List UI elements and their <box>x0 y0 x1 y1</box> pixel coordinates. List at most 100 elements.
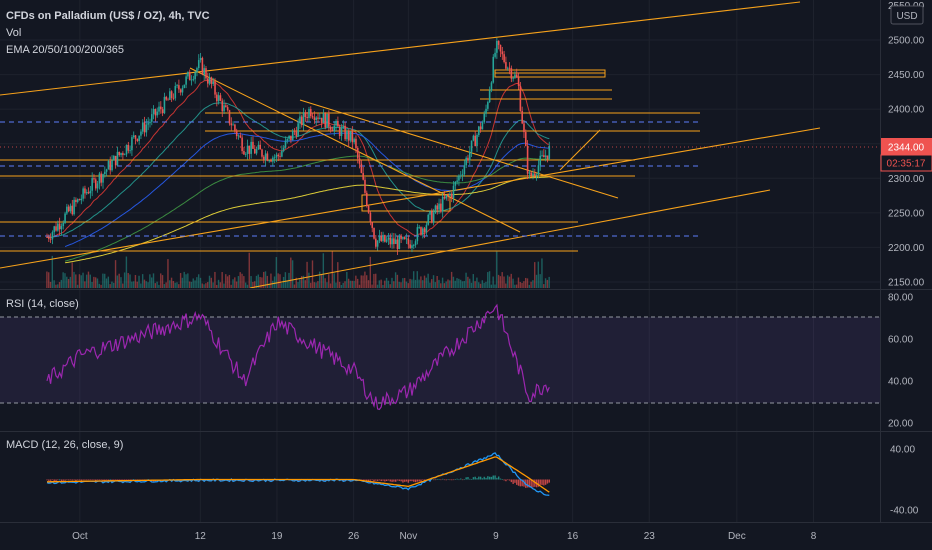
volume-bar <box>100 284 102 288</box>
rsi-legend[interactable]: RSI (14, close) <box>6 298 79 310</box>
macd-histogram-bar <box>64 479 66 481</box>
macd-histogram-bar <box>519 479 522 487</box>
candle-body <box>487 102 489 109</box>
candle-body <box>190 79 193 81</box>
candle-body <box>138 135 140 142</box>
volume-bar <box>445 281 447 288</box>
macd-tick-label: 40.00 <box>890 445 915 456</box>
macd-histogram-bar <box>465 477 467 480</box>
volume-bar <box>275 257 278 288</box>
candle-body <box>317 117 319 119</box>
last-price-value: 2344.00 <box>888 143 925 154</box>
volume-bar <box>259 276 261 288</box>
candle-body <box>244 153 247 155</box>
rsi-axis[interactable]: 80.00 60.00 40.00 20.00 <box>888 293 913 430</box>
macd-histogram-bar <box>77 479 79 481</box>
macd-histogram-bar <box>362 479 364 481</box>
candle-body <box>268 160 271 162</box>
candle-body <box>416 227 419 242</box>
volume-bar <box>188 281 191 288</box>
volume-legend[interactable]: Vol <box>6 27 21 39</box>
candle-body <box>329 126 332 130</box>
volume-bar <box>71 262 73 288</box>
volume-bar <box>264 271 267 288</box>
macd-histogram-bar <box>505 479 507 482</box>
macd-histogram-bar <box>395 479 397 482</box>
volume-bar <box>85 274 88 288</box>
macd-legend[interactable]: MACD (12, 26, close, 9) <box>6 439 123 451</box>
candle-body <box>490 82 493 91</box>
macd-histogram-bar <box>447 479 449 480</box>
volume-bar <box>440 283 442 288</box>
macd-histogram-bar <box>485 477 487 480</box>
macd-histogram-bar <box>438 479 440 480</box>
candle-body <box>481 122 484 130</box>
candle-body <box>161 109 164 114</box>
volume-bar <box>534 262 536 288</box>
macd-histogram-bar <box>530 479 532 488</box>
time-axis[interactable]: Oct 12 19 26 Nov 9 16 23 Dec 8 <box>72 531 817 542</box>
candle-body <box>217 95 220 102</box>
candle-body <box>532 173 534 176</box>
volume-bar <box>524 277 527 288</box>
volume-bar <box>512 278 514 288</box>
candle-body <box>163 96 166 114</box>
macd-axis[interactable]: 40.00 -40.00 <box>890 445 919 517</box>
volume-bar <box>367 280 370 288</box>
volume-bar <box>64 273 66 288</box>
volume-bar <box>105 278 108 288</box>
chart-title[interactable]: CFDs on Palladium (US$ / OZ), 4h, TVC <box>6 10 210 22</box>
volume-bar <box>282 276 285 288</box>
macd-histogram-bar <box>53 479 55 482</box>
macd-histogram-bar <box>62 479 64 481</box>
volume-bar <box>145 281 147 288</box>
candle-body <box>230 123 233 126</box>
macd-histogram-bar <box>84 479 86 481</box>
candle-body <box>299 116 301 124</box>
volume-bar <box>371 284 373 288</box>
volume-bar <box>355 275 357 288</box>
candle-body <box>152 109 155 115</box>
volume-bar <box>127 273 129 288</box>
volume-bar <box>244 282 247 288</box>
range-box <box>361 194 451 212</box>
candle-body <box>394 239 397 245</box>
candle-body <box>156 111 159 116</box>
volume-bar <box>456 278 458 288</box>
volume-bar <box>508 276 511 288</box>
candle-body <box>118 151 121 155</box>
candle-body <box>467 157 469 161</box>
candle-body <box>412 245 415 246</box>
volume-bar <box>416 271 418 288</box>
candle-body <box>123 154 126 156</box>
macd-histogram-bar <box>55 479 57 482</box>
volume-bar <box>181 277 184 288</box>
volume-bar <box>58 282 61 288</box>
macd-histogram-bar <box>481 478 484 480</box>
macd-histogram-bar <box>396 479 399 481</box>
volume-bar <box>317 281 319 288</box>
candle-body <box>125 144 128 155</box>
candle-body <box>102 174 104 183</box>
macd-histogram-bar <box>474 476 476 480</box>
candle-body <box>66 206 68 214</box>
candle-body <box>505 62 507 69</box>
ema-legend[interactable]: EMA 20/50/100/200/365 <box>6 44 124 56</box>
trend-drawings[interactable] <box>0 1 821 288</box>
candle-body <box>441 196 444 212</box>
currency-button[interactable] <box>890 5 924 25</box>
upper-channel-line <box>0 1 801 96</box>
volume-bar <box>183 271 185 288</box>
candle-body <box>116 151 119 166</box>
volume-bar <box>373 273 375 288</box>
candle-body <box>109 161 112 171</box>
macd-histogram-bar <box>523 479 525 487</box>
volume-bar <box>485 281 487 288</box>
lower-channel-line <box>249 189 771 288</box>
candle-body <box>277 154 280 157</box>
volume-bar <box>425 277 428 288</box>
macd-histogram-bar <box>413 479 415 482</box>
volume-bar <box>263 271 265 288</box>
volume-bar <box>109 284 111 288</box>
